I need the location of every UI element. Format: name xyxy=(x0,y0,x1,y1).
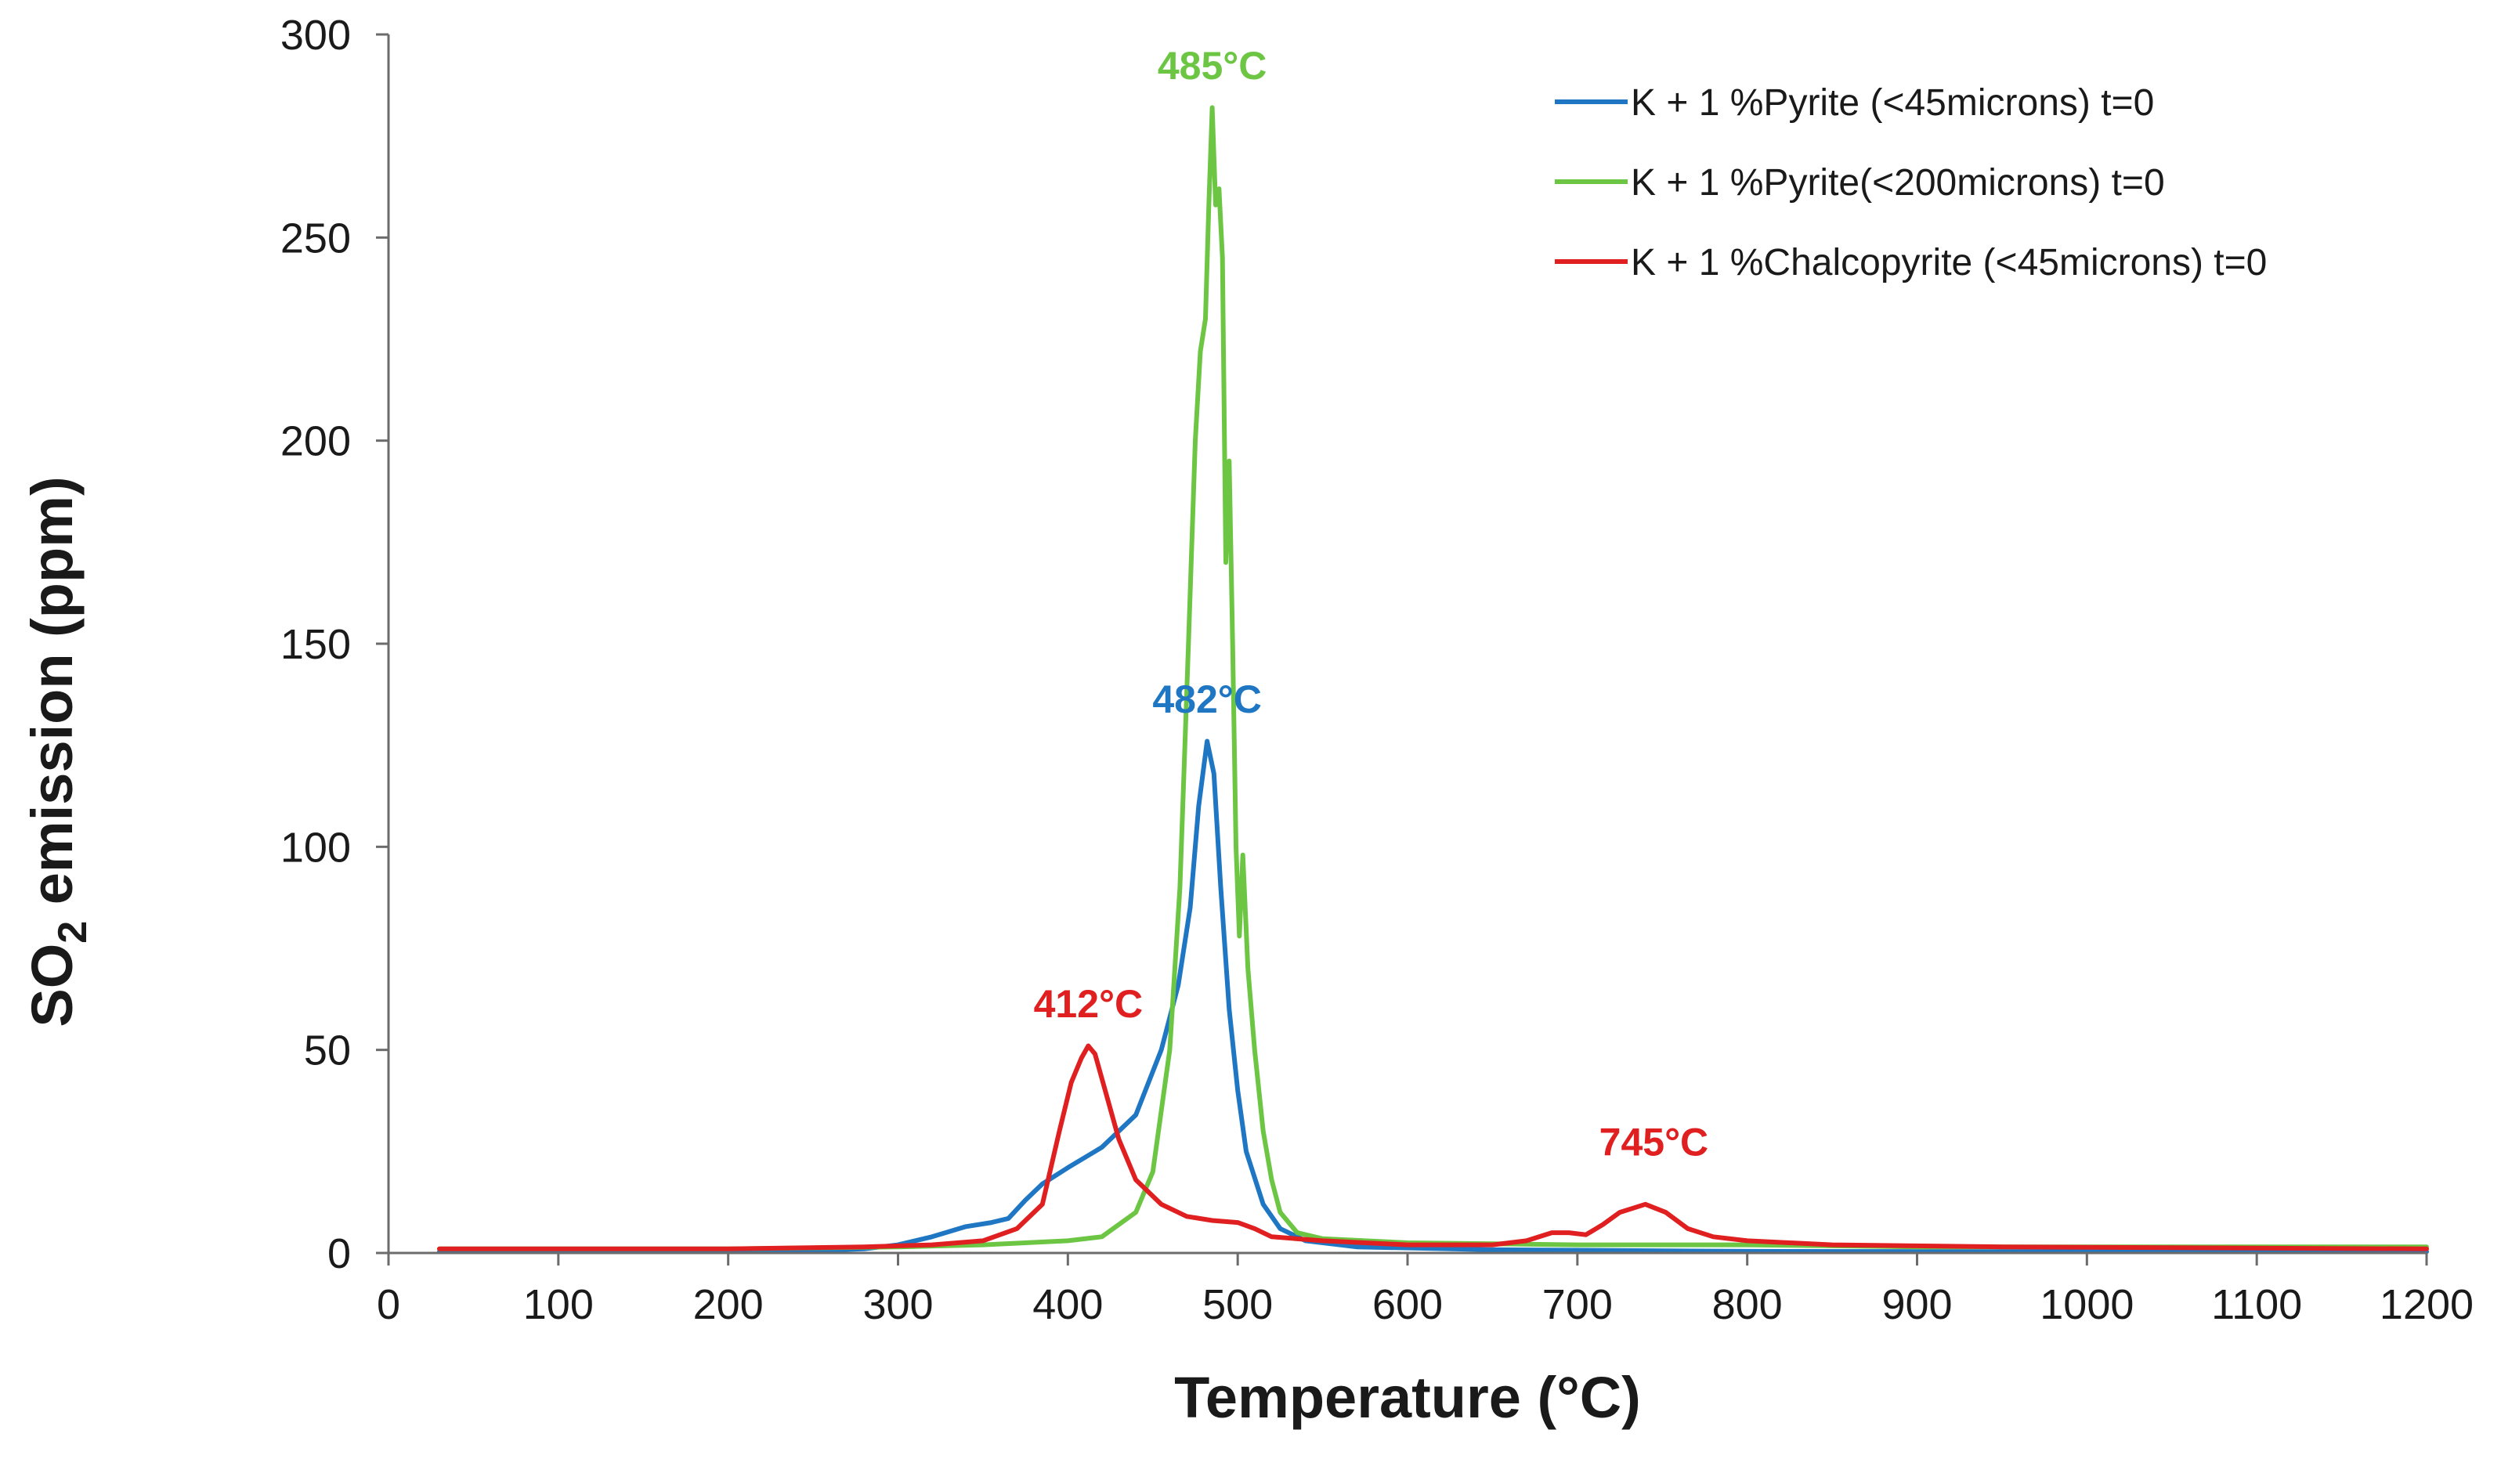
x-tick-label: 600 xyxy=(1372,1281,1443,1328)
peak-label-2: 482°C xyxy=(1152,677,1262,721)
legend-label-2: K + 1 %Pyrite(<200microns) t=0 xyxy=(1631,162,2165,204)
y-tick-label: 250 xyxy=(280,215,351,262)
x-tick-label: 700 xyxy=(1542,1281,1613,1328)
x-tick-label: 900 xyxy=(1881,1281,1952,1328)
y-axis-title-rest: emission (ppm) xyxy=(20,476,85,920)
legend-label-3: K + 1 %Chalcopyrite (<45microns) t=0 xyxy=(1631,242,2267,283)
y-tick-label: 200 xyxy=(280,418,351,465)
plot-area xyxy=(437,105,2429,1255)
x-tick-label: 500 xyxy=(1202,1281,1273,1328)
axes: 0 100 200 300 400 500 600 700 800 900 1000 1100 1200… xyxy=(280,12,2474,1328)
legend: K + 1 %Pyrite (<45microns) t=0 K + 1 %Pyr… xyxy=(1555,82,2267,283)
x-tick-label: 200 xyxy=(693,1281,764,1328)
svg-text:SO2 emission (ppm): SO2 emission (ppm) xyxy=(20,476,96,1027)
y-axis-title-subscript: 2 xyxy=(50,921,96,944)
y-tick-label: 0 xyxy=(327,1230,351,1277)
x-tick-label: 100 xyxy=(523,1281,594,1328)
y-tick-label: 100 xyxy=(280,824,351,871)
series-line-2 xyxy=(437,105,2429,1251)
x-tick-label: 0 xyxy=(377,1281,400,1328)
y-tick-label: 300 xyxy=(280,12,351,59)
x-axis-title: Temperature (°C) xyxy=(1174,1365,1641,1430)
x-tick-label: 800 xyxy=(1712,1281,1783,1328)
x-tick-label: 1000 xyxy=(2040,1281,2134,1328)
x-tick-label: 1200 xyxy=(2380,1281,2474,1328)
x-tick-label: 400 xyxy=(1032,1281,1103,1328)
peak-annotations: 485°C 482°C 412°C 745°C xyxy=(1034,44,1709,1164)
series-line-3 xyxy=(437,1043,2429,1251)
y-tick-label: 150 xyxy=(280,621,351,668)
peak-label-4: 745°C xyxy=(1599,1121,1709,1164)
y-axis-title: SO2 emission (ppm) xyxy=(20,476,96,1027)
y-tick-label: 50 xyxy=(304,1027,351,1074)
peak-label-1: 485°C xyxy=(1158,44,1267,88)
x-tick-label: 300 xyxy=(862,1281,933,1328)
peak-label-3: 412°C xyxy=(1034,982,1144,1026)
x-tick-label: 1100 xyxy=(2211,1281,2302,1328)
legend-label-1: K + 1 %Pyrite (<45microns) t=0 xyxy=(1631,82,2154,124)
y-axis-title-main: SO xyxy=(20,944,85,1027)
